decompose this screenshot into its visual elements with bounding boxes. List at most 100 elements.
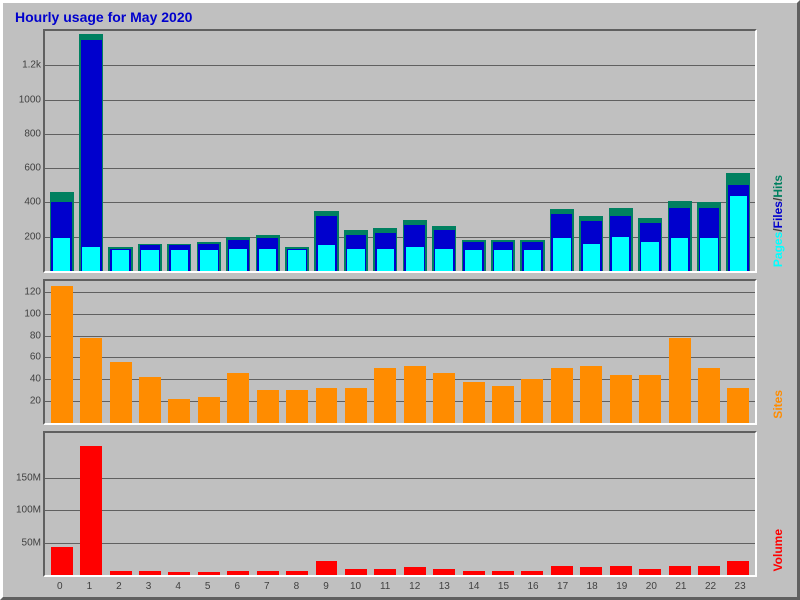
bar-pages xyxy=(553,238,571,271)
bar-slot xyxy=(195,31,222,271)
bar-slot xyxy=(430,433,457,575)
y-tick-label: 80 xyxy=(30,330,41,341)
y-tick-label: 120 xyxy=(24,286,41,297)
bar-slot xyxy=(519,281,546,423)
bar-pages xyxy=(641,242,659,271)
bar-slot xyxy=(401,31,428,271)
bar-volume xyxy=(669,566,691,575)
bar-sites xyxy=(374,368,396,423)
bar-slot xyxy=(578,281,605,423)
bar-volume xyxy=(316,561,338,575)
bar-slot xyxy=(548,31,575,271)
bar-slot xyxy=(283,281,310,423)
bar-volume xyxy=(433,569,455,575)
bar-pages xyxy=(229,249,247,271)
bar-sites xyxy=(198,397,220,423)
x-tick-label: 6 xyxy=(223,581,251,592)
x-tick-label: 19 xyxy=(608,581,636,592)
bar-volume xyxy=(110,571,132,575)
x-tick-label: 0 xyxy=(46,581,74,592)
bars-container xyxy=(45,281,755,423)
bar-sites xyxy=(316,388,338,423)
bar-slot xyxy=(607,281,634,423)
bar-slot xyxy=(77,31,104,271)
bar-volume xyxy=(698,566,720,575)
bar-slot xyxy=(342,31,369,271)
x-tick-label: 17 xyxy=(549,581,577,592)
bar-sites xyxy=(139,377,161,423)
bar-pages xyxy=(671,238,689,271)
bar-slot xyxy=(460,31,487,271)
bar-sites xyxy=(639,375,661,423)
bar-slot xyxy=(666,433,693,575)
axis-label-part: Hits xyxy=(771,175,785,198)
axis-label-part: Pages xyxy=(771,232,785,267)
bar-sites xyxy=(433,373,455,423)
axis-label-part: / xyxy=(771,228,785,231)
x-tick-label: 21 xyxy=(667,581,695,592)
y-tick-label: 400 xyxy=(24,197,41,208)
bar-slot xyxy=(77,433,104,575)
y-tick-label: 1000 xyxy=(19,94,41,105)
chart-frame: Hourly usage for May 2020 20040060080010… xyxy=(0,0,800,600)
bar-sites xyxy=(551,368,573,423)
bar-slot xyxy=(136,433,163,575)
bar-sites xyxy=(257,390,279,423)
x-tick-label: 22 xyxy=(697,581,725,592)
bar-pages xyxy=(494,250,512,271)
bar-volume xyxy=(727,561,749,575)
right-label-top: Pages/Files/Hits xyxy=(771,175,785,267)
axis-label-part: Files xyxy=(771,201,785,228)
right-label-volume: Volume xyxy=(771,529,785,571)
x-tick-label: 10 xyxy=(342,581,370,592)
right-label-sites: Sites xyxy=(771,390,785,419)
bar-pages xyxy=(406,247,424,271)
bar-slot xyxy=(401,281,428,423)
bar-slot xyxy=(107,433,134,575)
bar-volume xyxy=(80,446,102,575)
bar-slot xyxy=(48,31,75,271)
x-tick-label: 2 xyxy=(105,581,133,592)
bar-volume xyxy=(521,571,543,575)
x-tick-label: 16 xyxy=(519,581,547,592)
bar-slot xyxy=(372,281,399,423)
x-tick-label: 1 xyxy=(76,581,104,592)
x-tick-label: 9 xyxy=(312,581,340,592)
bar-slot xyxy=(489,31,516,271)
bar-slot xyxy=(489,433,516,575)
bar-volume xyxy=(139,571,161,575)
x-axis: 01234567891011121314151617181920212223 xyxy=(43,581,757,592)
bar-sites xyxy=(492,386,514,423)
y-tick-label: 800 xyxy=(24,128,41,139)
bar-sites xyxy=(286,390,308,423)
bar-pages xyxy=(200,250,218,271)
bar-volume xyxy=(286,571,308,575)
bar-slot xyxy=(254,433,281,575)
bar-slot xyxy=(548,281,575,423)
bar-slot xyxy=(725,31,752,271)
bar-pages xyxy=(259,249,277,271)
bar-slot xyxy=(666,281,693,423)
bar-volume xyxy=(610,566,632,575)
bar-pages xyxy=(112,250,130,271)
bar-slot xyxy=(519,433,546,575)
x-tick-label: 14 xyxy=(460,581,488,592)
bar-slot xyxy=(136,281,163,423)
bar-slot xyxy=(313,31,340,271)
bar-pages xyxy=(141,250,159,271)
bar-slot xyxy=(254,31,281,271)
bar-slot xyxy=(725,281,752,423)
bar-pages xyxy=(612,237,630,271)
bar-slot xyxy=(636,281,663,423)
bar-sites xyxy=(580,366,602,423)
bar-slot xyxy=(136,31,163,271)
bar-sites xyxy=(610,375,632,423)
y-tick-label: 200 xyxy=(24,231,41,242)
bar-slot xyxy=(195,281,222,423)
x-tick-label: 8 xyxy=(283,581,311,592)
y-tick-label: 100 xyxy=(24,308,41,319)
bar-volume xyxy=(374,569,396,575)
bar-slot xyxy=(107,31,134,271)
bar-slot xyxy=(578,433,605,575)
bar-slot xyxy=(283,31,310,271)
